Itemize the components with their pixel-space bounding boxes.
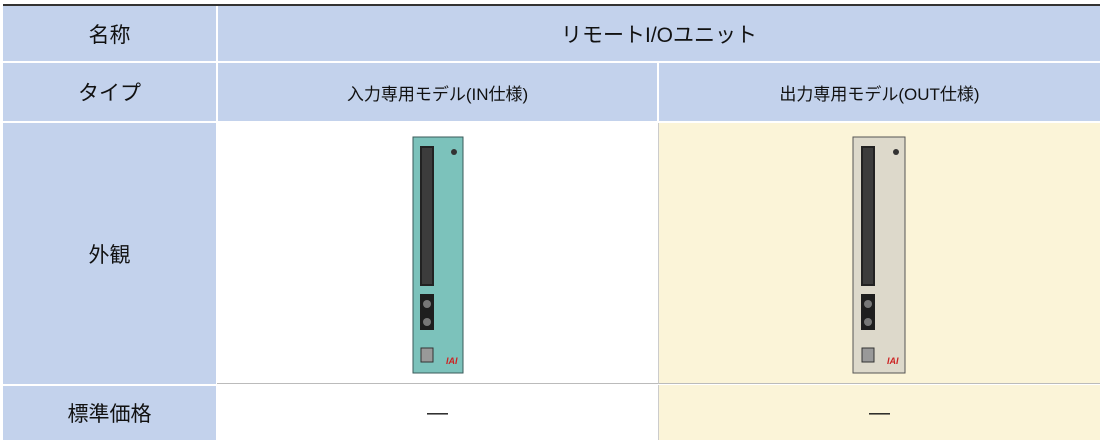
device-image: IAI	[852, 136, 906, 374]
row-header: 名称	[3, 6, 216, 61]
cell: —	[658, 385, 1100, 440]
cell: —	[217, 385, 658, 440]
cell-text: 外観	[88, 243, 131, 267]
cell: リモートI/Oユニット	[218, 6, 1100, 61]
cell: 入力専用モデル(IN仕様)	[218, 63, 657, 121]
cell-text: —	[427, 400, 448, 424]
logo: IAI	[887, 356, 899, 366]
logo: IAI	[446, 356, 458, 366]
cell-text: 入力専用モデル(IN仕様)	[346, 84, 529, 104]
cell-text: 標準価格	[67, 403, 152, 426]
row-header: 外観	[3, 123, 216, 384]
cell-text: リモートI/Oユニット	[560, 23, 757, 47]
cell: 出力専用モデル(OUT仕様)	[659, 63, 1100, 121]
device-image: IAI	[412, 136, 464, 374]
cell-text: タイプ	[78, 82, 141, 105]
cell-text: —	[869, 400, 890, 424]
row-header: タイプ	[3, 63, 216, 121]
cell-text: 名称	[88, 23, 131, 47]
cell-text: 出力専用モデル(OUT仕様)	[779, 84, 980, 104]
row-header: 標準価格	[3, 386, 216, 440]
top-border	[3, 4, 1100, 6]
